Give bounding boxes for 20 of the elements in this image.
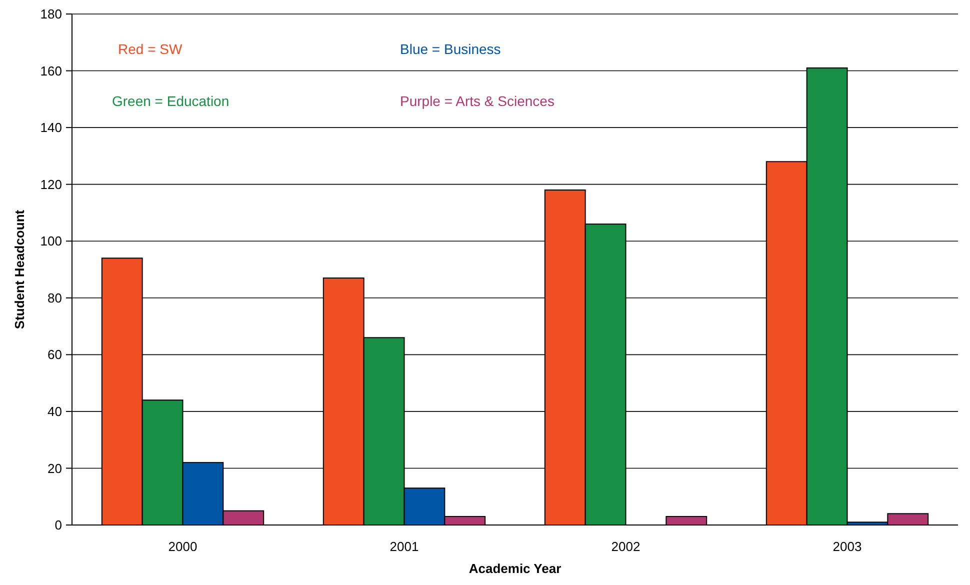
y-tick-label: 0 [54, 518, 62, 533]
x-axis-title: Academic Year [468, 561, 562, 576]
y-tick-label: 100 [40, 234, 62, 249]
y-tick-label: 160 [40, 63, 62, 78]
y-tick-label: 40 [48, 404, 62, 419]
text: Blue = Business [400, 41, 501, 57]
y-tick-label: 80 [48, 290, 62, 306]
text: Purple = Arts & Sciences [400, 93, 554, 109]
text: Red = SW [118, 41, 183, 57]
y-tick-label: 120 [40, 176, 62, 192]
x-tick-label: 2000 [168, 539, 198, 554]
y-tick-label: 180 [40, 6, 62, 22]
text: Green = Education [112, 93, 230, 109]
x-tick-label: 2003 [832, 539, 862, 554]
x-tick-label: 2001 [390, 539, 419, 554]
y-tick-label: 20 [48, 460, 62, 476]
x-tick-label: 2002 [611, 539, 640, 554]
y-tick-label: 60 [48, 347, 62, 362]
y-axis-title: Student Headcount [12, 209, 27, 330]
y-tick-label: 140 [40, 120, 62, 136]
